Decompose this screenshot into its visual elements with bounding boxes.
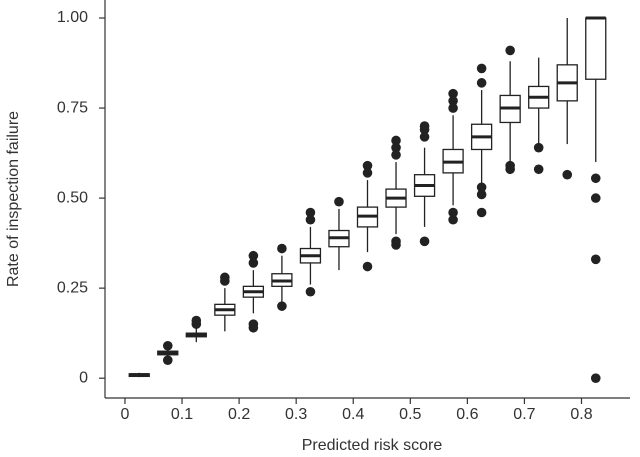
y-tick-label: 0.50	[57, 189, 88, 206]
outlier	[162, 355, 173, 365]
outlier	[590, 193, 601, 203]
outlier	[448, 88, 458, 99]
outlier	[334, 196, 344, 207]
outlier	[533, 164, 544, 175]
outlier	[248, 250, 259, 261]
outlier	[162, 340, 173, 351]
outlier	[476, 182, 487, 193]
x-tick-label: 0.4	[342, 406, 364, 423]
outlier	[505, 45, 515, 56]
outlier	[476, 78, 487, 88]
outlier	[590, 373, 601, 383]
outlier	[248, 319, 259, 329]
outlier	[533, 142, 544, 153]
outlier	[419, 236, 430, 247]
outlier	[391, 150, 401, 160]
outlier	[305, 207, 316, 218]
x-tick-label: 0.2	[228, 406, 250, 423]
outlier	[419, 132, 430, 142]
x-tick-label: 0.1	[171, 406, 193, 423]
outlier	[305, 286, 316, 297]
outlier	[448, 207, 458, 218]
outlier	[505, 160, 515, 171]
outlier	[362, 160, 373, 171]
outlier	[448, 96, 458, 106]
outlier	[476, 207, 487, 218]
box	[585, 17, 607, 80]
y-axis-label: Rate of inspection failure	[5, 111, 22, 287]
x-tick-label: 0.6	[456, 406, 478, 423]
outlier	[391, 236, 401, 247]
outlier	[476, 63, 487, 74]
y-tick-label: 0.75	[57, 99, 88, 116]
outlier	[305, 214, 316, 225]
y-tick-label: 1.00	[57, 9, 88, 26]
x-axis-label: Predicted risk score	[302, 437, 443, 454]
x-tick-label: 0.3	[285, 406, 307, 423]
outlier	[590, 173, 601, 184]
x-tick-label: 0.7	[513, 406, 535, 423]
y-tick-label: 0.25	[57, 279, 88, 296]
outlier	[448, 103, 458, 113]
y-tick-label: 0	[79, 369, 88, 386]
outlier	[277, 243, 287, 254]
outlier	[419, 121, 430, 131]
outlier	[220, 272, 230, 283]
x-tick-label: 0	[121, 406, 130, 423]
x-tick-label: 0.8	[570, 406, 592, 423]
outlier	[362, 261, 373, 272]
outlier	[391, 142, 401, 153]
outlier	[562, 169, 573, 180]
outlier	[248, 258, 259, 268]
outlier	[362, 168, 373, 178]
outlier	[448, 214, 458, 225]
outlier	[191, 315, 202, 326]
outlier	[476, 189, 487, 200]
outlier	[391, 135, 401, 146]
outlier	[590, 254, 601, 265]
outlier	[277, 301, 287, 311]
x-tick-label: 0.5	[399, 406, 421, 423]
